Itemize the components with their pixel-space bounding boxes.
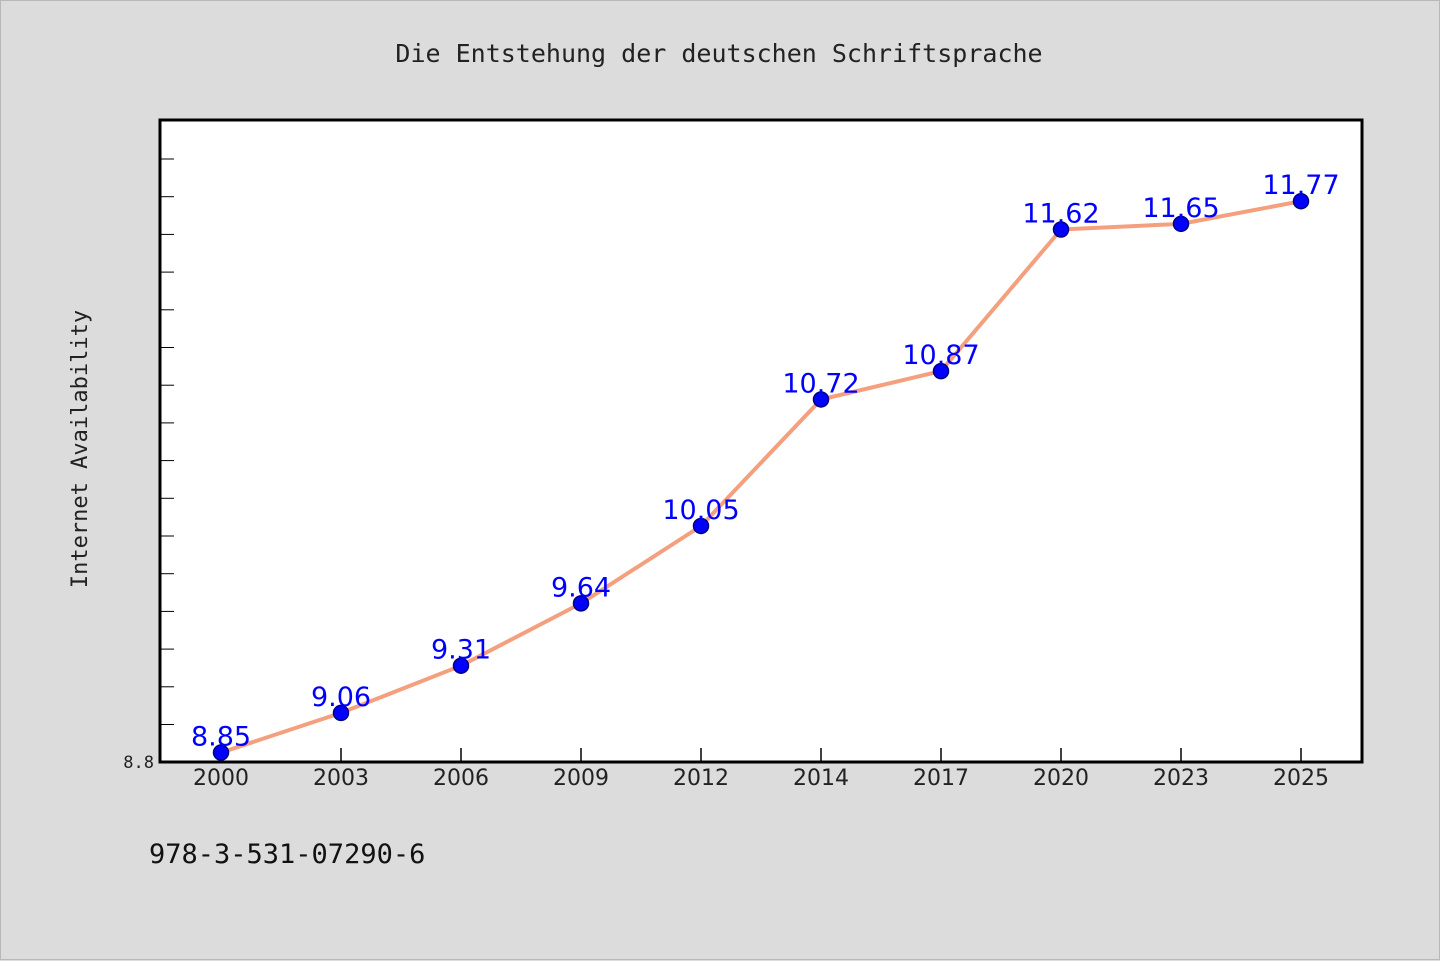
series-markers — [212, 192, 1310, 761]
data-label: 11.65 — [1142, 193, 1219, 224]
x-tick-label: 2006 — [433, 766, 489, 791]
data-label: 8.85 — [191, 722, 251, 753]
x-tick-label: 2017 — [913, 766, 969, 791]
x-tick-label: 2012 — [673, 766, 729, 791]
x-tick-label: 2023 — [1153, 766, 1209, 791]
data-label: 10.05 — [662, 495, 739, 526]
x-tick-label: 2003 — [313, 766, 369, 791]
data-point — [812, 391, 830, 408]
data-label: 10.72 — [782, 368, 859, 399]
x-tick-label: 2014 — [793, 766, 849, 791]
data-labels: 8.85 9.06 9.31 9.64 10.05 10.72 10.87 11.62 11.6… — [191, 170, 1340, 752]
y-axis-ticks: 8.8 — [123, 158, 174, 773]
series-line — [219, 199, 1303, 755]
data-point — [212, 744, 230, 761]
data-label: 11.77 — [1262, 170, 1339, 201]
data-point — [692, 517, 710, 535]
x-tick-label: 2020 — [1033, 766, 1089, 791]
data-point — [332, 704, 350, 722]
x-tick-label: 2009 — [553, 766, 609, 791]
series-line-group — [219, 199, 1303, 755]
data-label: 11.62 — [1022, 199, 1099, 230]
x-tick-label: 2025 — [1273, 766, 1329, 791]
data-point — [1292, 192, 1310, 210]
plot-area — [158, 118, 1364, 764]
data-point — [1052, 221, 1070, 238]
data-label: 9.31 — [431, 635, 491, 666]
y-tick-label: 8.8 — [123, 753, 154, 773]
data-label: 9.64 — [551, 572, 611, 603]
data-point — [452, 657, 470, 674]
data-point — [1172, 215, 1190, 233]
y-axis-label: Internet Availability — [68, 310, 93, 588]
isbn-label: 978-3-531-07290-6 — [149, 839, 425, 870]
chart-title: Die Entstehung der deutschen Schriftspra… — [395, 39, 1042, 68]
x-tick-label: 2000 — [193, 766, 249, 791]
data-label: 10.87 — [902, 340, 979, 371]
data-point — [932, 362, 950, 380]
data-point — [572, 595, 590, 612]
data-label: 9.06 — [311, 682, 371, 713]
